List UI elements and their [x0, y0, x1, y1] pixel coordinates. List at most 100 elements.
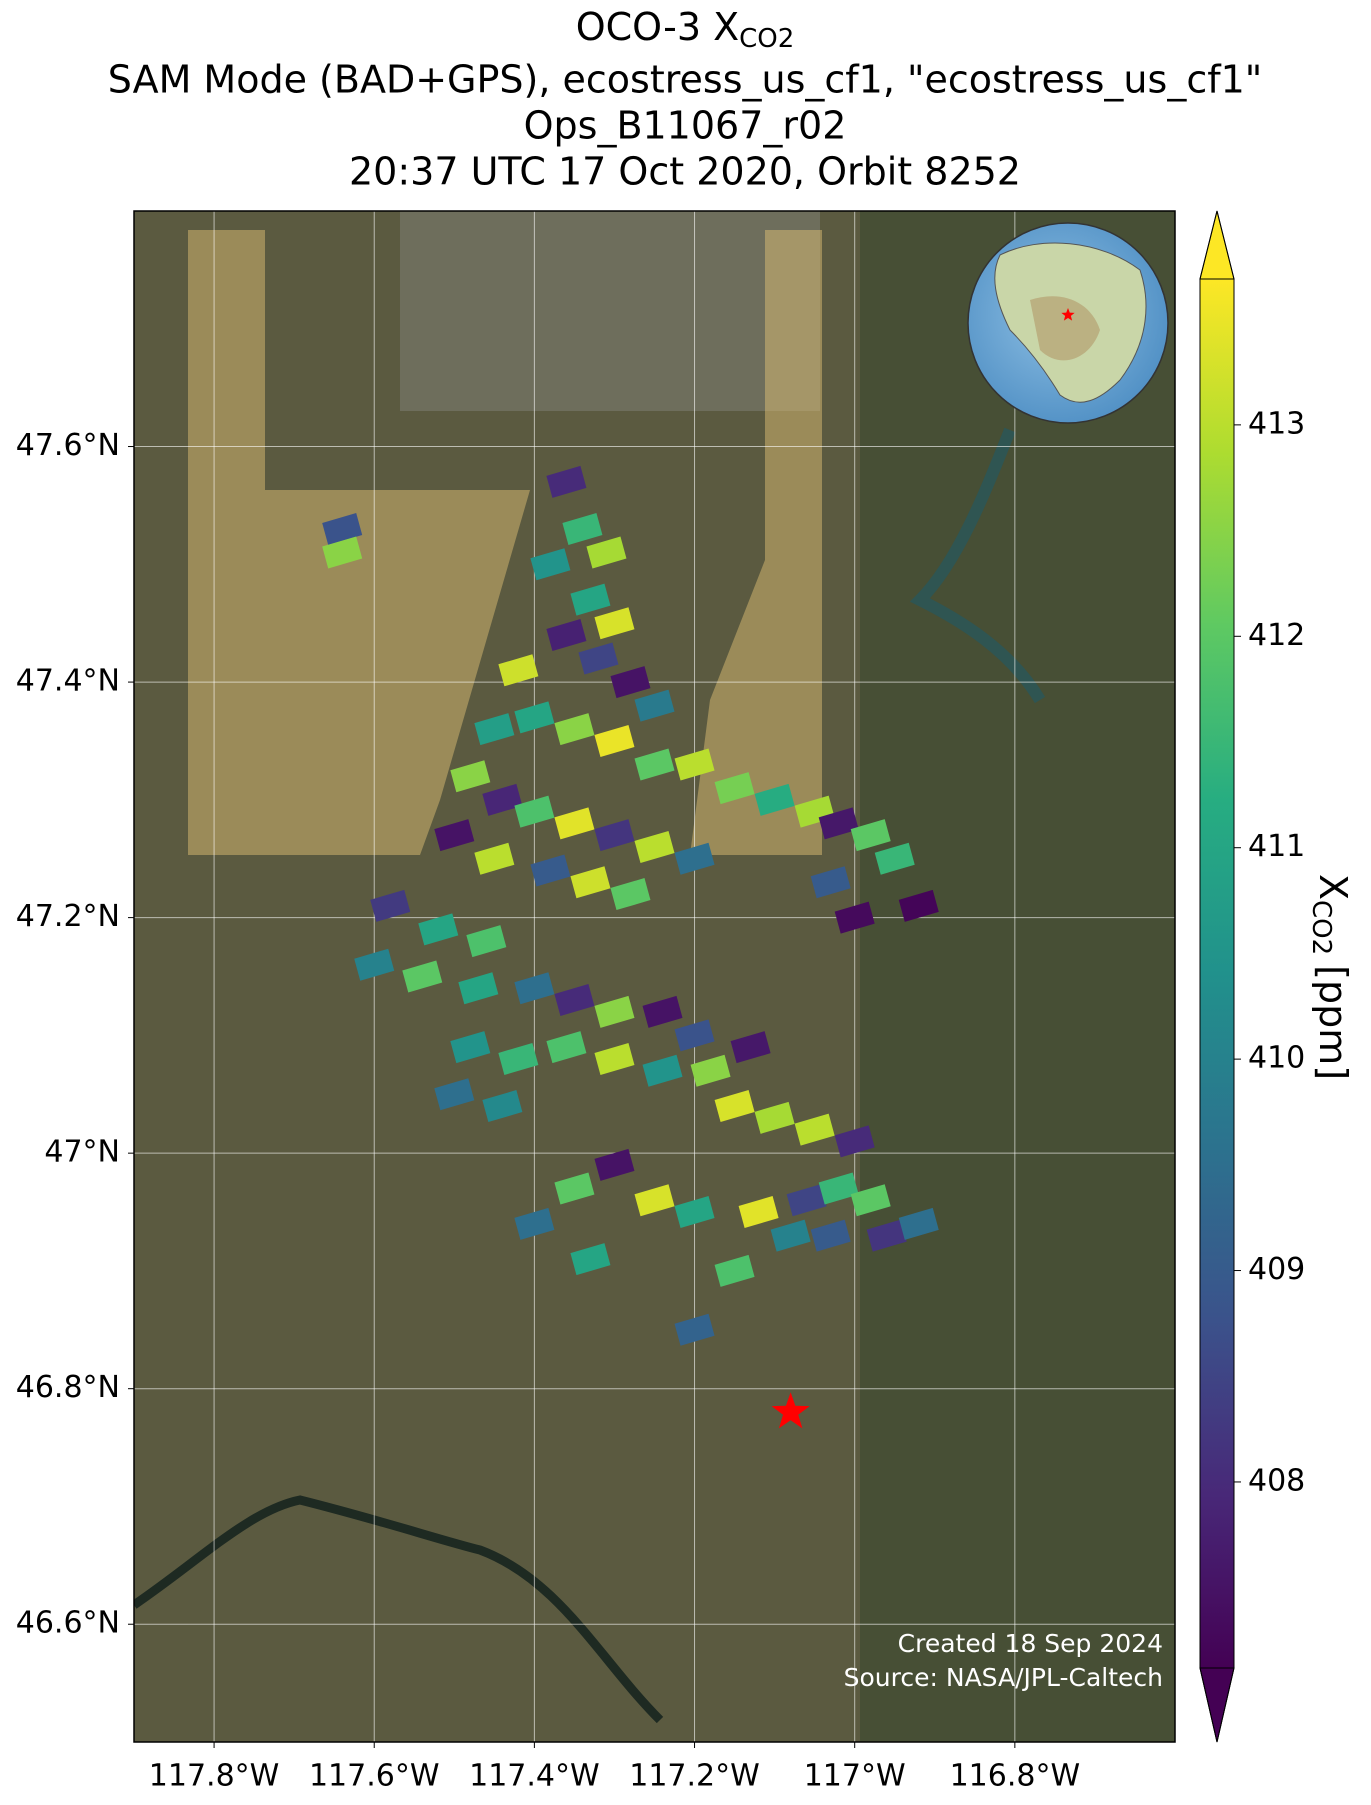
subtitle: SAM Mode (BAD+GPS), ecostress_us_cf1, "e…	[108, 58, 1263, 102]
footprint	[794, 1113, 835, 1146]
credit: Source: NASA/JPL-Caltech	[844, 1663, 1163, 1692]
footprint	[898, 889, 939, 922]
footprint	[642, 1054, 683, 1087]
footprint	[546, 618, 587, 651]
footprint	[514, 795, 555, 828]
colorbar-tick-label: 411	[1248, 829, 1305, 864]
footprints	[322, 465, 939, 1346]
x-tick-label: 117.8°W	[149, 1759, 280, 1794]
river	[134, 1495, 664, 1724]
footprint	[674, 1313, 715, 1346]
footprint	[818, 1172, 859, 1205]
footprint	[514, 972, 555, 1005]
colorbar-extend-min	[1199, 1667, 1235, 1743]
y-tick-label: 47.2°N	[16, 899, 120, 934]
colorbar-tick-label: 412	[1248, 618, 1305, 653]
footprint	[818, 807, 859, 840]
y-tick-label: 47.6°N	[16, 428, 120, 463]
y-tick-label: 47.4°N	[16, 664, 120, 699]
x-tick-label: 117°W	[804, 1759, 906, 1794]
footprint	[770, 1219, 811, 1252]
footprint	[450, 760, 491, 793]
basemap	[134, 211, 1175, 1742]
footprint	[850, 1184, 891, 1217]
footprint	[586, 536, 627, 569]
globe-inset	[967, 222, 1169, 424]
footprint	[482, 1090, 523, 1123]
grid	[134, 211, 1175, 1742]
footprint	[322, 512, 363, 545]
forest-area	[860, 211, 1175, 1742]
colorbar-extend-max	[1199, 210, 1235, 280]
footprint	[634, 748, 675, 781]
footprint	[530, 548, 571, 581]
footprint	[514, 701, 555, 734]
footprint	[738, 1196, 779, 1229]
footprint	[594, 1148, 635, 1181]
colorbar-body	[1200, 279, 1234, 1668]
title-subscript: CO2	[739, 24, 794, 54]
colorbar-tick-label: 410	[1248, 1041, 1305, 1076]
colorbar-symbol: X	[1312, 874, 1356, 900]
colorbar-tick-label: 408	[1248, 1463, 1305, 1498]
footprint	[594, 1042, 635, 1075]
y-tick-label: 47°N	[44, 1135, 120, 1170]
footprint	[322, 536, 363, 569]
footprint	[458, 972, 499, 1005]
colorbar-outline	[1199, 210, 1235, 1743]
footprint	[642, 995, 683, 1028]
urban-area	[400, 211, 820, 411]
footprint	[554, 1172, 595, 1205]
x-tick-label: 117.4°W	[469, 1759, 600, 1794]
footprint	[554, 807, 595, 840]
x-tick-label: 116.8°W	[950, 1759, 1081, 1794]
footprint	[786, 1184, 827, 1217]
footprint	[674, 1196, 715, 1229]
footprint	[498, 654, 539, 687]
footprint	[610, 878, 651, 911]
footprint	[874, 842, 915, 875]
footprint	[834, 1125, 875, 1158]
footprint	[594, 724, 635, 757]
y-tick-label: 46.6°N	[16, 1606, 120, 1641]
footprint	[674, 748, 715, 781]
footprint	[594, 995, 635, 1028]
target-star	[771, 1392, 810, 1429]
footprint	[466, 925, 507, 958]
colorbar-tick-label: 409	[1248, 1252, 1305, 1287]
footprint	[594, 819, 635, 852]
x-tick-label: 117.6°W	[309, 1759, 440, 1794]
footprint	[530, 854, 571, 887]
footprint	[714, 1254, 755, 1287]
subtitle: Ops_B11067_r02	[524, 104, 847, 148]
footprint	[690, 1054, 731, 1087]
footprint	[898, 1207, 939, 1240]
footprint	[610, 666, 651, 699]
footprint	[634, 689, 675, 722]
footprint	[370, 889, 411, 922]
footprint	[866, 1219, 907, 1252]
footprint	[402, 960, 443, 993]
title-symbol: OCO-3 X	[576, 5, 739, 49]
footprint	[634, 1184, 675, 1217]
colorbar: 408 409 410 411 412 413	[1199, 210, 1305, 1743]
footprint	[514, 1207, 555, 1240]
footprint	[570, 583, 611, 616]
footprint	[562, 512, 603, 545]
footprint	[554, 984, 595, 1017]
lake	[909, 427, 1046, 704]
globe-star	[1061, 308, 1075, 321]
colorbar-tick-label: 413	[1248, 406, 1305, 441]
footprint	[434, 819, 475, 852]
credit: Created 18 Sep 2024	[898, 1629, 1163, 1658]
x-tick-label: 117.2°W	[629, 1759, 760, 1794]
footprint	[754, 783, 795, 816]
footprint	[850, 819, 891, 852]
footprint	[634, 830, 675, 863]
footprint	[730, 1031, 771, 1064]
footprint	[450, 1031, 491, 1064]
footprint	[474, 713, 515, 746]
footprint	[418, 913, 459, 946]
colorbar-subscript: CO2	[1307, 900, 1337, 955]
